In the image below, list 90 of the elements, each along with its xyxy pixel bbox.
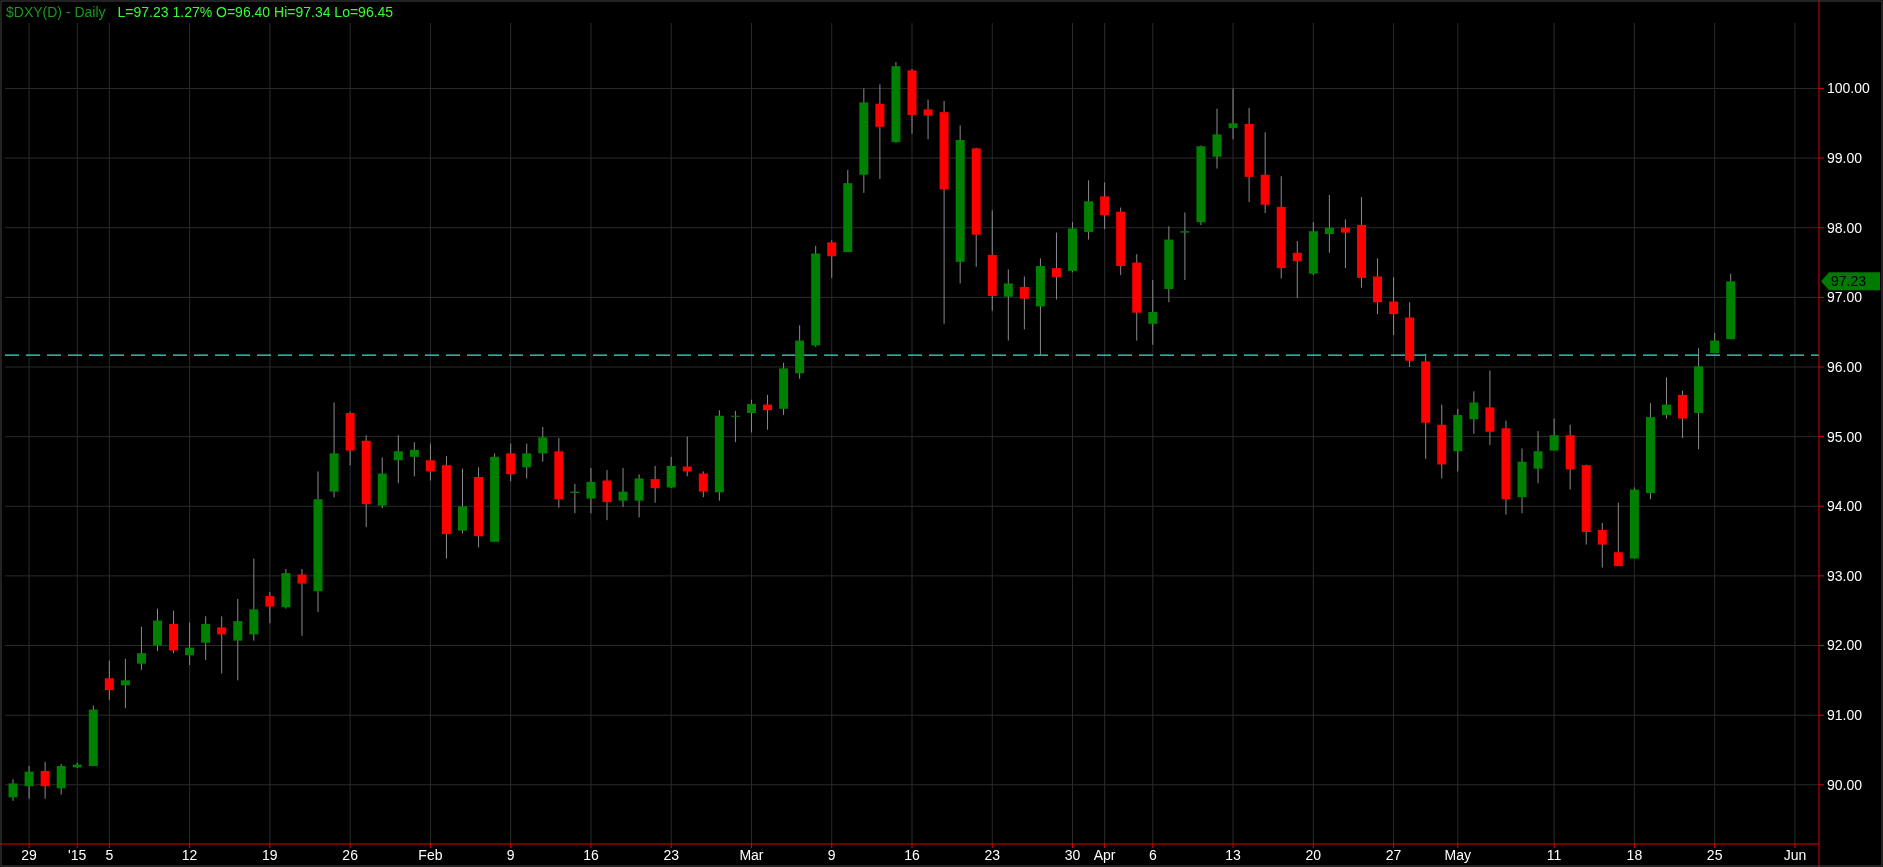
candlestick xyxy=(409,441,419,477)
y-tick-label: 95.00 xyxy=(1827,428,1863,445)
x-tick-label: 29 xyxy=(21,847,38,863)
x-tick-label: '15 xyxy=(68,847,87,863)
x-tick-label: May xyxy=(1444,847,1472,863)
candlestick xyxy=(24,765,34,800)
candlestick xyxy=(8,778,18,802)
candlestick xyxy=(506,443,516,482)
candlestick xyxy=(1051,232,1061,300)
candlestick xyxy=(602,469,612,521)
candlestick xyxy=(1228,87,1238,140)
candlestick xyxy=(586,467,596,514)
x-tick-label: 16 xyxy=(904,847,920,863)
candlestick xyxy=(393,434,403,484)
candlestick xyxy=(666,456,676,489)
candlestick xyxy=(923,99,933,140)
candlestick xyxy=(233,598,243,681)
candlestick xyxy=(265,591,275,624)
candlestick xyxy=(746,399,756,433)
candlestick xyxy=(1533,430,1543,484)
candlestick xyxy=(538,426,548,463)
x-tick-label: 13 xyxy=(1225,847,1242,863)
x-tick-label: Feb xyxy=(418,847,443,863)
candlestick xyxy=(618,467,628,508)
candlestick xyxy=(1003,269,1013,342)
y-tick-label: 94.00 xyxy=(1827,498,1863,515)
candlestick xyxy=(217,615,227,674)
candlestick xyxy=(1180,211,1190,281)
y-tick-label: 93.00 xyxy=(1827,567,1863,584)
y-tick-label: 97.00 xyxy=(1827,289,1863,306)
candlestick xyxy=(827,239,837,279)
x-tick-label: 18 xyxy=(1626,847,1643,863)
y-tick-label: 100.00 xyxy=(1827,80,1871,97)
candlestick xyxy=(1469,390,1479,435)
candlestick xyxy=(1549,418,1559,452)
chart-subtitle: L=97.23 1.27% O=96.40 Hi=97.34 Lo=96.45 xyxy=(117,4,394,20)
candlestick xyxy=(136,626,146,671)
candlestick xyxy=(297,568,307,637)
x-tick-label: Apr xyxy=(1093,847,1116,863)
candlestick xyxy=(1340,218,1350,269)
y-tick-label: 98.00 xyxy=(1827,219,1863,236)
y-tick-label: 92.00 xyxy=(1827,637,1863,654)
x-tick-label: 9 xyxy=(827,847,836,863)
x-tick-label: 27 xyxy=(1385,847,1402,863)
candlestick xyxy=(201,615,211,661)
x-tick-label: 25 xyxy=(1706,847,1723,863)
x-tick-label: 19 xyxy=(262,847,278,863)
candlestick xyxy=(1324,194,1334,254)
candlestick xyxy=(1613,502,1623,567)
candlestick xyxy=(1678,390,1688,439)
candlestick xyxy=(522,443,532,479)
x-tick-label: Jun xyxy=(1783,847,1807,863)
candlestick xyxy=(56,763,66,796)
x-tick-label: 5 xyxy=(105,847,114,863)
x-tick-label: 9 xyxy=(506,847,515,863)
y-tick-label: 96.00 xyxy=(1827,358,1863,375)
candlestick xyxy=(730,410,740,443)
candlestick xyxy=(425,443,435,481)
candlestick xyxy=(634,473,644,518)
candlestick xyxy=(104,660,114,701)
candlestick xyxy=(1662,376,1671,420)
candlestick xyxy=(1597,522,1607,569)
candlestick xyxy=(1019,275,1029,330)
candlestick xyxy=(185,622,195,666)
x-tick-label: 26 xyxy=(342,847,359,863)
x-tick-label: Mar xyxy=(739,847,764,863)
candlestick xyxy=(763,394,773,431)
candlestick xyxy=(1292,240,1302,299)
candlestick xyxy=(1100,181,1110,230)
candlestick xyxy=(1148,279,1158,346)
y-tick-label: 91.00 xyxy=(1827,707,1863,724)
x-tick-label: 20 xyxy=(1305,847,1322,863)
candlestick xyxy=(698,470,708,498)
candlestick xyxy=(650,465,660,504)
candlestick xyxy=(1389,276,1399,336)
x-tick-label: 6 xyxy=(1148,847,1157,863)
chart-title: $DXY(D) - Daily xyxy=(6,4,106,20)
candlestick xyxy=(120,658,130,709)
text: 97.23 xyxy=(1831,273,1867,290)
x-tick-label: 30 xyxy=(1064,847,1081,863)
candlestick xyxy=(875,83,885,180)
x-tick-label: 23 xyxy=(663,847,680,863)
y-tick-label: 90.00 xyxy=(1827,776,1863,793)
y-tick-label: 99.00 xyxy=(1827,149,1863,166)
x-tick-label: 23 xyxy=(984,847,1001,863)
candlestick xyxy=(40,761,50,800)
x-tick-label: 12 xyxy=(181,847,198,863)
candlestick xyxy=(1212,108,1222,170)
x-tick-label: 11 xyxy=(1546,847,1562,863)
x-tick-label: 16 xyxy=(583,847,599,863)
